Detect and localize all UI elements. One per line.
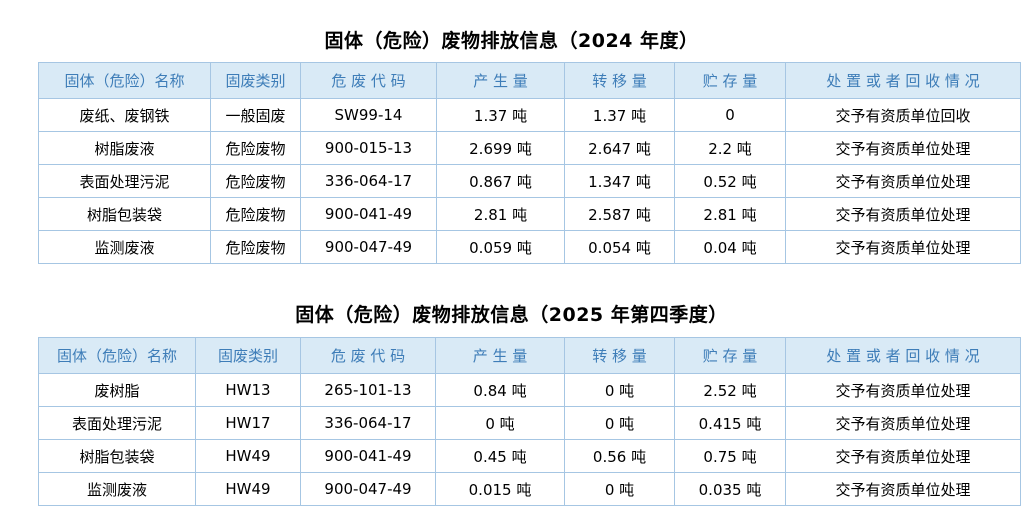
- table-cell: 0.56 吨: [564, 439, 675, 473]
- table-header-row: 固体（危险）名称 固废类别危 废 代 码产 生 量转 移 量贮 存 量处 置 或 …: [38, 337, 1021, 374]
- waste-table-2025-q4-section: 固体（危险）废物排放信息（2025 年第四季度） 固体（危险）名称 固废类别危 废…: [38, 264, 1021, 506]
- table-cell: 危险废物: [210, 197, 301, 231]
- table-cell: 336-064-17: [300, 164, 437, 198]
- column-header: 固体（危险）名称: [38, 337, 196, 374]
- table-cell: 监测废液: [38, 472, 196, 506]
- table-cell: 0.015 吨: [435, 472, 565, 506]
- column-header: 处 置 或 者 回 收 情 况: [785, 337, 1021, 374]
- table-cell: 0 吨: [564, 472, 675, 506]
- table-cell: 2.647 吨: [564, 131, 675, 165]
- table-cell: 交予有资质单位处理: [785, 230, 1021, 264]
- table-cell: 交予有资质单位处理: [785, 406, 1021, 440]
- table-cell: 废纸、废钢铁: [38, 98, 211, 132]
- table-cell: 表面处理污泥: [38, 406, 196, 440]
- table-cell: 废树脂: [38, 373, 196, 407]
- table-row: 树脂包装袋 危险废物 900-041-49 2.81 吨 2.587 吨 2.81 吨交予…: [38, 197, 1021, 231]
- table-cell: 交予有资质单位处理: [785, 197, 1021, 231]
- table-cell: 0.45 吨: [435, 439, 565, 473]
- table-cell: 2.587 吨: [564, 197, 675, 231]
- waste-table-2025-q4: 固体（危险）名称 固废类别危 废 代 码产 生 量转 移 量贮 存 量处 置 或 …: [38, 337, 1021, 506]
- table-cell: HW17: [195, 406, 301, 440]
- table-cell: SW99-14: [300, 98, 437, 132]
- table-cell: 900-047-49: [300, 472, 436, 506]
- table-cell: 一般固废: [210, 98, 301, 132]
- table-header-row: 固体（危险）名称 固废类别危 废 代 码产 生 量转 移 量贮 存 量处 置 或 …: [38, 62, 1021, 99]
- waste-table-2024-section: 固体（危险）废物排放信息（2024 年度） 固体（危险）名称 固废类别危 废 代 …: [38, 0, 1021, 264]
- column-header: 转 移 量: [564, 62, 675, 99]
- column-header: 产 生 量: [436, 62, 565, 99]
- table-cell: 树脂包装袋: [38, 197, 211, 231]
- table-cell: 交予有资质单位回收: [785, 98, 1021, 132]
- column-header: 危 废 代 码: [300, 337, 436, 374]
- table-cell: 900-041-49: [300, 197, 437, 231]
- table-cell: 900-047-49: [300, 230, 437, 264]
- table-cell: 265-101-13: [300, 373, 436, 407]
- column-header: 贮 存 量: [674, 62, 786, 99]
- column-header: 固废类别: [195, 337, 301, 374]
- table-cell: 900-041-49: [300, 439, 436, 473]
- table-cell: HW49: [195, 439, 301, 473]
- table-cell: 交予有资质单位处理: [785, 439, 1021, 473]
- table-cell: 交予有资质单位处理: [785, 131, 1021, 165]
- table-cell: 危险废物: [210, 230, 301, 264]
- table-cell: 交予有资质单位处理: [785, 164, 1021, 198]
- table-title-2024: 固体（危险）废物排放信息（2024 年度）: [324, 30, 699, 52]
- waste-table-2024: 固体（危险）名称 固废类别危 废 代 码产 生 量转 移 量贮 存 量处 置 或 …: [38, 62, 1021, 264]
- table-cell: 危险废物: [210, 131, 301, 165]
- column-header: 固体（危险）名称: [38, 62, 211, 99]
- table-cell: 1.37 吨: [564, 98, 675, 132]
- column-header: 贮 存 量: [674, 337, 786, 374]
- column-header: 转 移 量: [564, 337, 675, 374]
- table-cell: 0.415 吨: [674, 406, 786, 440]
- table-cell: 1.347 吨: [564, 164, 675, 198]
- table-cell: 0: [674, 98, 786, 132]
- table-cell: 0.867 吨: [436, 164, 565, 198]
- table-cell: HW49: [195, 472, 301, 506]
- table-cell: 交予有资质单位处理: [785, 472, 1021, 506]
- table-cell: 0.75 吨: [674, 439, 786, 473]
- table-row: 监测废液 危险废物 900-047-49 0.059 吨 0.054 吨 0.04 吨交予…: [38, 230, 1021, 264]
- table-cell: 0 吨: [564, 373, 675, 407]
- table-cell: 2.2 吨: [674, 131, 786, 165]
- table-cell: 2.52 吨: [674, 373, 786, 407]
- table-cell: 危险废物: [210, 164, 301, 198]
- table-row: 树脂废液 危险废物 900-015-13 2.699 吨 2.647 吨 2.2 吨交予有…: [38, 131, 1021, 165]
- column-header: 固废类别: [210, 62, 301, 99]
- table-cell: 0 吨: [435, 406, 565, 440]
- table-title-2025-q4: 固体（危险）废物排放信息（2025 年第四季度）: [295, 304, 728, 326]
- table-cell: 2.81 吨: [674, 197, 786, 231]
- table-cell: 0.035 吨: [674, 472, 786, 506]
- column-header: 危 废 代 码: [300, 62, 437, 99]
- table-cell: 900-015-13: [300, 131, 437, 165]
- table-cell: 0 吨: [564, 406, 675, 440]
- table-cell: 0.84 吨: [435, 373, 565, 407]
- table-cell: 表面处理污泥: [38, 164, 211, 198]
- table-row: 废纸、废钢铁 一般固废 SW99-14 1.37 吨 1.37 吨 0 交予有资质单位回收: [38, 98, 1021, 132]
- table-cell: 0.04 吨: [674, 230, 786, 264]
- table-cell: 2.81 吨: [436, 197, 565, 231]
- table-row: 表面处理污泥 危险废物 336-064-17 0.867 吨 1.347 吨 0.52 吨…: [38, 164, 1021, 198]
- table-cell: 树脂包装袋: [38, 439, 196, 473]
- table-cell: 0.52 吨: [674, 164, 786, 198]
- table-cell: 监测废液: [38, 230, 211, 264]
- table-cell: 1.37 吨: [436, 98, 565, 132]
- table-cell: HW13: [195, 373, 301, 407]
- column-header: 产 生 量: [435, 337, 565, 374]
- column-header: 处 置 或 者 回 收 情 况: [785, 62, 1021, 99]
- table-row: 树脂包装袋 HW49 900-041-49 0.45 吨 0.56 吨 0.75 吨交予有…: [38, 439, 1021, 473]
- table-cell: 交予有资质单位处理: [785, 373, 1021, 407]
- table-cell: 0.059 吨: [436, 230, 565, 264]
- table-cell: 树脂废液: [38, 131, 211, 165]
- table-cell: 336-064-17: [300, 406, 436, 440]
- table-cell: 2.699 吨: [436, 131, 565, 165]
- table-cell: 0.054 吨: [564, 230, 675, 264]
